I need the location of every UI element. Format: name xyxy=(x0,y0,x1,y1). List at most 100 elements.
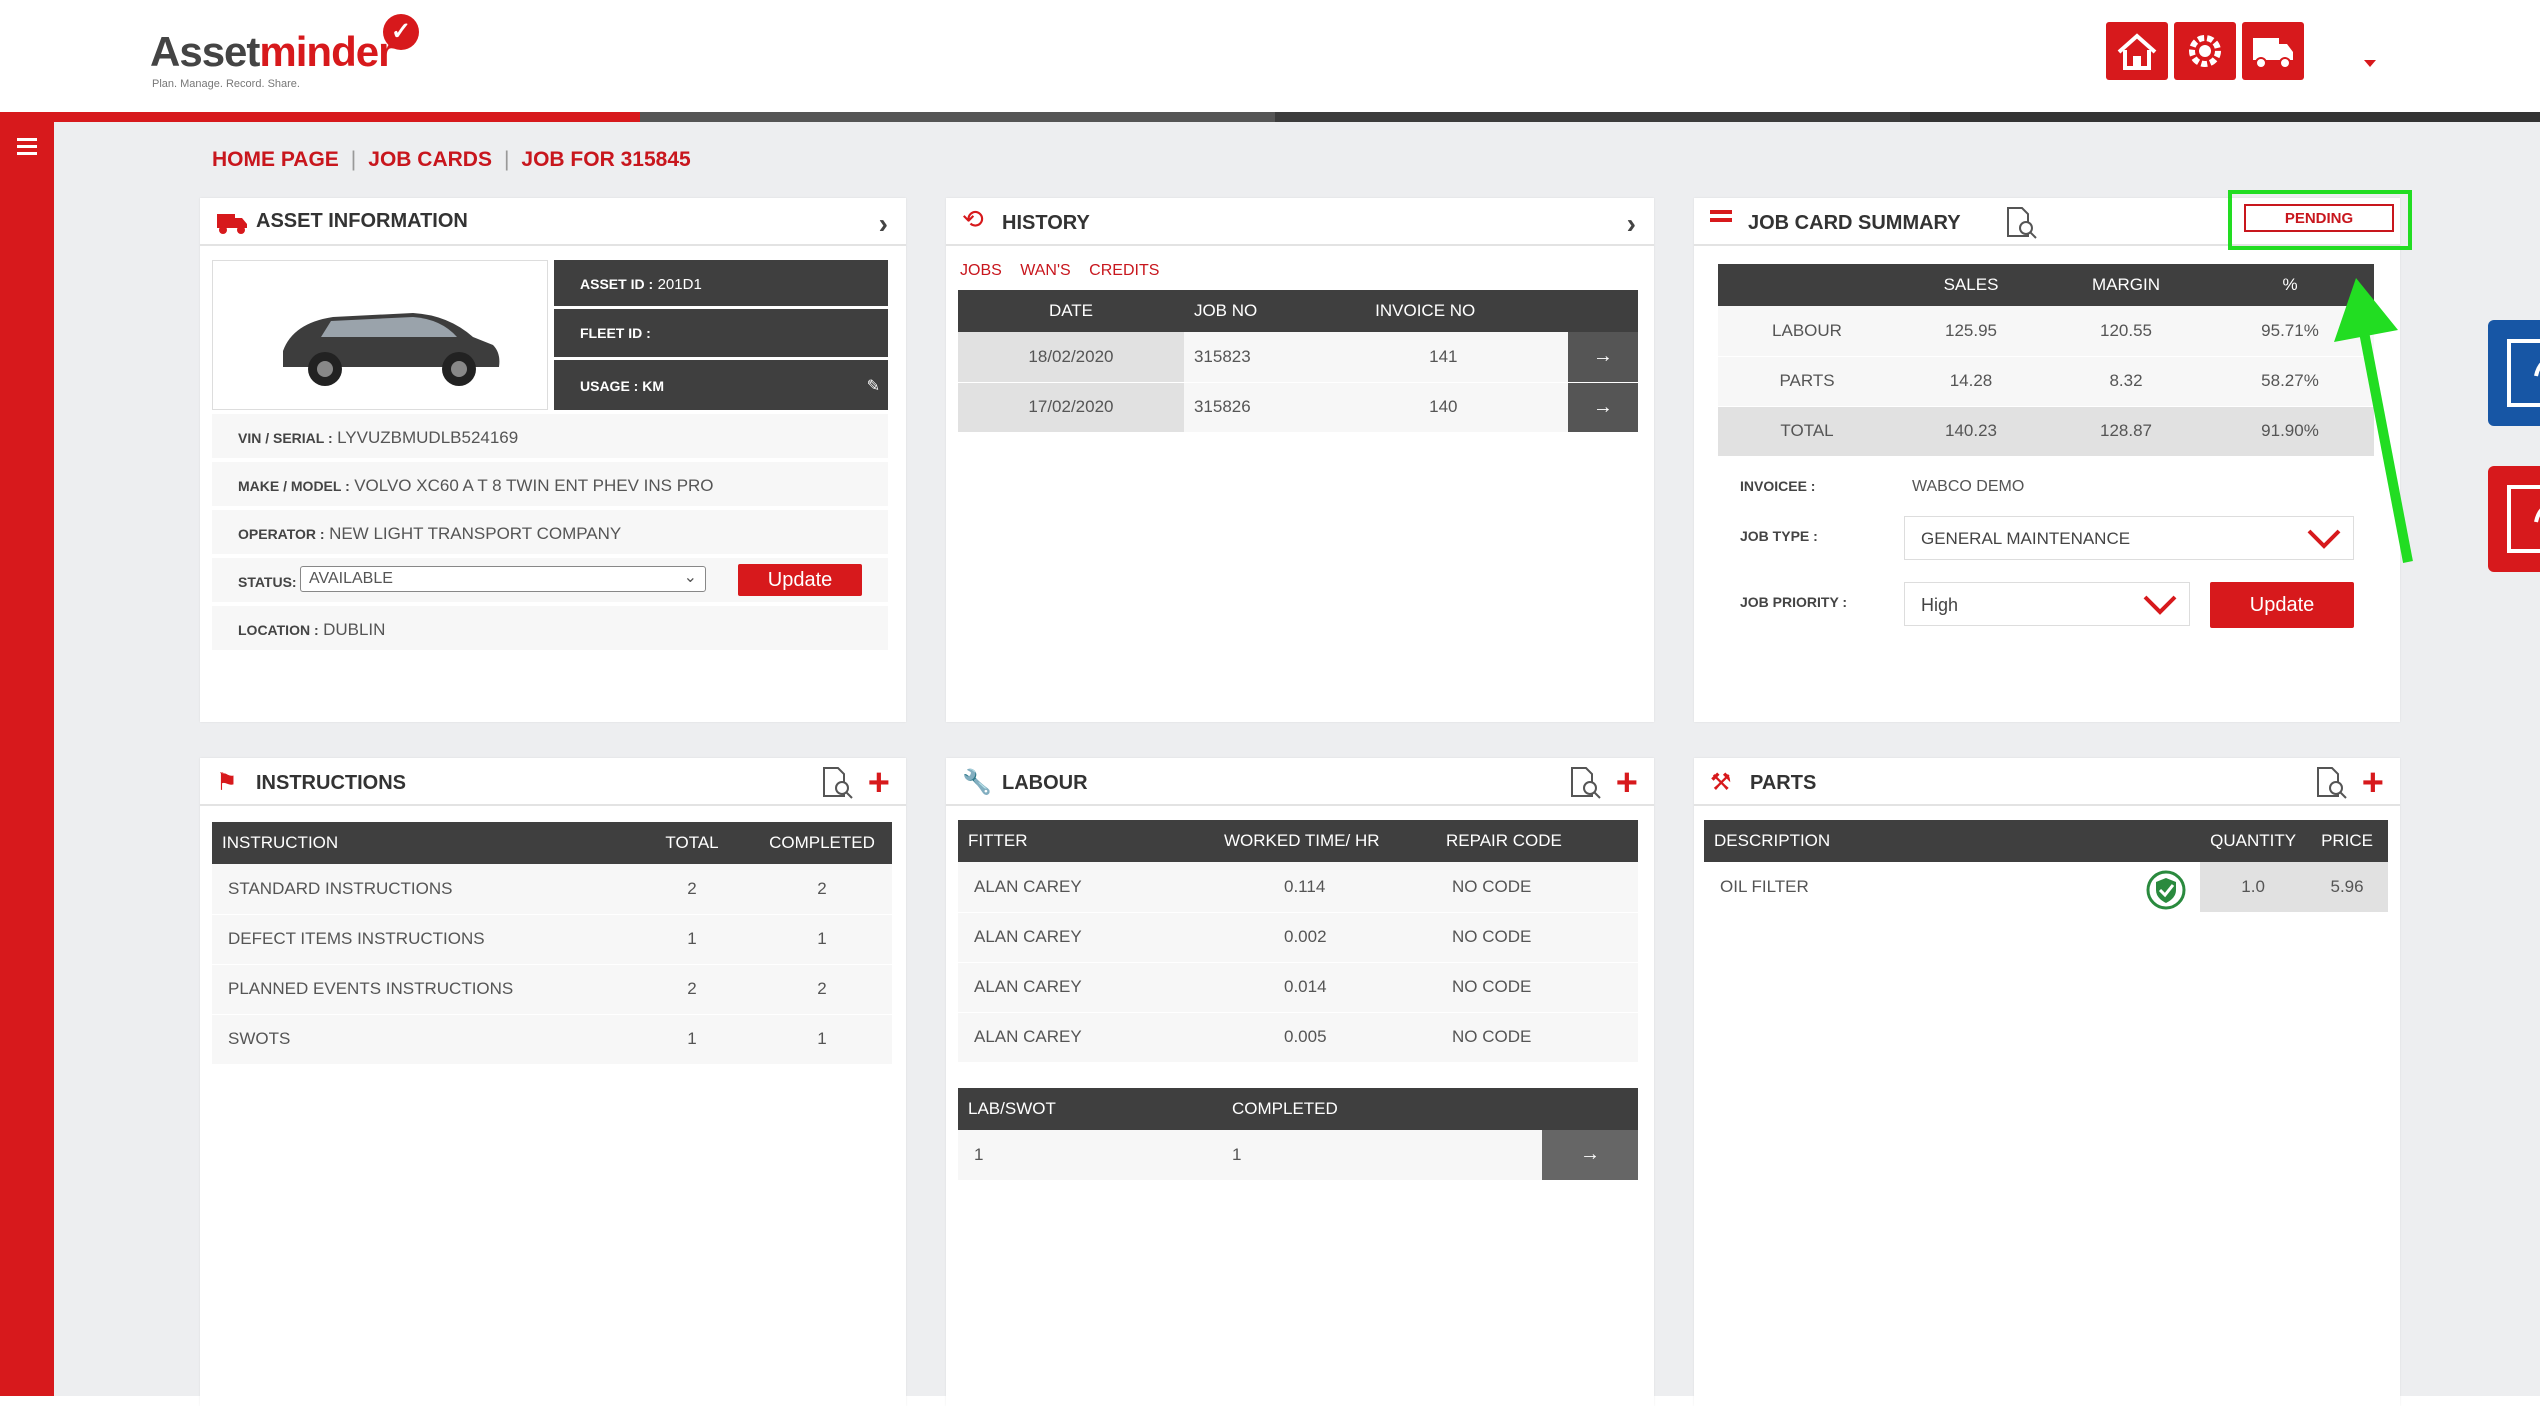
asset-information-panel: ASSET INFORMATION › ASSET ID : 201D1 FLE… xyxy=(200,198,906,722)
panel-title: ASSET INFORMATION xyxy=(256,210,468,232)
instructions-table: INSTRUCTION TOTAL COMPLETED STANDARD INS… xyxy=(212,822,892,1065)
history-row[interactable]: 17/02/2020 315826 140 → xyxy=(958,382,1638,433)
summary-row-parts: PARTS 14.28 8.32 58.27% xyxy=(1718,356,2374,407)
home-icon xyxy=(2117,33,2157,70)
assetminder-logo[interactable]: Assetminder ✓ Plan. Manage. Record. Shar… xyxy=(150,14,419,90)
chevron-down-icon: ⌄ xyxy=(683,569,697,586)
arrow-right-icon[interactable]: → xyxy=(1567,332,1638,383)
asset-panel-header: ASSET INFORMATION › xyxy=(200,198,906,246)
labour-row[interactable]: ALAN CAREY 0.114 NO CODE xyxy=(958,862,1638,913)
summary-row-total: TOTAL 140.23 128.87 91.90% xyxy=(1718,406,2374,457)
location-value: DUBLIN xyxy=(323,620,386,639)
edit-icon[interactable]: ✎ xyxy=(866,378,880,395)
tab-wans[interactable]: WAN'S xyxy=(1020,262,1071,279)
instructions-panel: ⚑ INSTRUCTIONS + INSTRUCTION TOTAL COMPL… xyxy=(200,758,906,1406)
labour-row[interactable]: ALAN CAREY 0.002 NO CODE xyxy=(958,912,1638,963)
summary-update-button[interactable]: Update xyxy=(2210,582,2354,628)
panel-title: JOB CARD SUMMARY xyxy=(1748,212,1961,234)
invoicee-label: INVOICEE : xyxy=(1740,478,1816,494)
breadcrumb-job-cards[interactable]: JOB CARDS xyxy=(368,148,492,171)
user-menu-caret-icon[interactable] xyxy=(2364,60,2376,67)
add-icon[interactable]: + xyxy=(867,762,890,804)
history-row[interactable]: 18/02/2020 315823 141 → xyxy=(958,332,1638,383)
document-search-icon[interactable] xyxy=(2314,766,2348,800)
logo-text-asset: Asset xyxy=(150,28,260,75)
status-label: STATUS: xyxy=(238,574,297,590)
panel-title: LABOUR xyxy=(1002,772,1088,794)
summary-table: SALES MARGIN % LABOUR 125.95 120.55 95.7… xyxy=(1718,264,2374,457)
labour-header-row: FITTER WORKED TIME/ HR REPAIR CODE xyxy=(958,820,1638,862)
vehicle-photo xyxy=(212,260,548,410)
summary-row-labour: LABOUR 125.95 120.55 95.71% xyxy=(1718,306,2374,357)
chevron-down-icon xyxy=(2143,595,2177,615)
side-export-red-button[interactable] xyxy=(2488,466,2540,572)
settings-button[interactable] xyxy=(2174,22,2236,80)
operator-row: OPERATOR : NEW LIGHT TRANSPORT COMPANY xyxy=(212,510,888,554)
make-model-value: VOLVO XC60 A T 8 TWIN ENT PHEV INS PRO xyxy=(354,476,714,495)
breadcrumb-current-job[interactable]: JOB FOR 315845 xyxy=(521,148,691,171)
pending-highlight-box xyxy=(2228,190,2412,250)
add-icon[interactable]: + xyxy=(1615,762,1638,804)
breadcrumb: HOME PAGE | JOB CARDS | JOB FOR 315845 xyxy=(212,148,691,171)
logo-text-minder: minder xyxy=(259,28,394,75)
home-button[interactable] xyxy=(2106,22,2168,80)
job-type-select[interactable]: GENERAL MAINTENANCE xyxy=(1904,516,2354,560)
instruction-row[interactable]: SWOTS 1 1 xyxy=(212,1014,892,1065)
labour-row[interactable]: ALAN CAREY 0.014 NO CODE xyxy=(958,962,1638,1013)
tab-credits[interactable]: CREDITS xyxy=(1089,262,1160,279)
instruction-row[interactable]: STANDARD INSTRUCTIONS 2 2 xyxy=(212,864,892,915)
job-card-summary-panel: JOB CARD SUMMARY PENDING SALES MARGIN % … xyxy=(1694,190,2412,722)
parts-panel: ⚒ PARTS + DESCRIPTION QUANTITY PRICE OIL… xyxy=(1694,758,2400,1406)
tools-icon: ⚒ xyxy=(1710,769,1732,796)
labour-panel: 🔧 LABOUR + FITTER WORKED TIME/ HR REPAIR… xyxy=(946,758,1654,1406)
fleet-id-row: FLEET ID : xyxy=(554,309,888,357)
hamburger-menu-icon[interactable] xyxy=(17,138,37,159)
status-row: STATUS: AVAILABLE ⌄ Update xyxy=(212,558,888,602)
status-update-button[interactable]: Update xyxy=(738,564,862,596)
lab-swot-table: LAB/SWOT COMPLETED 1 1 → xyxy=(958,1088,1638,1181)
arrow-right-icon[interactable]: → xyxy=(1567,382,1638,433)
export-document-icon xyxy=(2507,339,2540,407)
shield-check-icon xyxy=(2146,870,2186,910)
job-priority-select[interactable]: High xyxy=(1904,582,2190,626)
sidebar xyxy=(0,122,54,1396)
lab-swot-row[interactable]: 1 1 → xyxy=(958,1130,1638,1181)
progress-strip xyxy=(0,112,2540,122)
vin-row: VIN / SERIAL : LYVUZBMUDLB524169 xyxy=(212,414,888,458)
labour-panel-header: 🔧 LABOUR + xyxy=(946,758,1654,806)
instruction-row[interactable]: DEFECT ITEMS INSTRUCTIONS 1 1 xyxy=(212,914,892,965)
invoicee-value: WABCO DEMO xyxy=(1912,478,2025,495)
document-search-icon[interactable] xyxy=(820,766,854,800)
instructions-panel-header: ⚑ INSTRUCTIONS + xyxy=(200,758,906,806)
lab-swot-header-row: LAB/SWOT COMPLETED xyxy=(958,1088,1638,1130)
panel-title: INSTRUCTIONS xyxy=(256,772,406,794)
job-priority-label: JOB PRIORITY : xyxy=(1740,594,1848,610)
asset-id-row: ASSET ID : 201D1 xyxy=(554,260,888,306)
status-select[interactable]: AVAILABLE ⌄ xyxy=(300,566,706,592)
parts-panel-header: ⚒ PARTS + xyxy=(1694,758,2400,806)
chevron-right-icon[interactable]: › xyxy=(878,208,888,239)
labour-row[interactable]: ALAN CAREY 0.005 NO CODE xyxy=(958,1012,1638,1063)
history-tabs: JOBS WAN'S CREDITS xyxy=(960,262,1159,280)
asset-id-value: 201D1 xyxy=(657,276,702,293)
logo-tagline: Plan. Manage. Record. Share. xyxy=(152,78,300,90)
document-search-icon[interactable] xyxy=(2004,206,2038,240)
arrow-right-icon[interactable]: → xyxy=(1542,1130,1638,1181)
tab-jobs[interactable]: JOBS xyxy=(960,262,1002,279)
panel-title: HISTORY xyxy=(1002,212,1090,234)
history-panel: ⟲ HISTORY › JOBS WAN'S CREDITS DATE JOB … xyxy=(946,198,1654,722)
chevron-right-icon[interactable]: › xyxy=(1626,208,1636,239)
add-icon[interactable]: + xyxy=(2361,762,2384,804)
job-type-label: JOB TYPE : xyxy=(1740,528,1818,544)
history-header-row: DATE JOB NO INVOICE NO xyxy=(958,290,1638,332)
history-clock-icon: ⟲ xyxy=(962,204,984,234)
instruction-row[interactable]: PLANNED EVENTS INSTRUCTIONS 2 2 xyxy=(212,964,892,1015)
pending-status-badge[interactable]: PENDING xyxy=(2244,204,2394,232)
instructions-flag-icon: ⚑ xyxy=(216,769,238,796)
vehicles-button[interactable] xyxy=(2242,22,2304,80)
parts-row[interactable]: OIL FILTER 1.0 5.96 xyxy=(1704,862,2388,913)
annotation-arrow-icon xyxy=(2334,278,2413,563)
breadcrumb-home[interactable]: HOME PAGE xyxy=(212,148,339,171)
side-export-blue-button[interactable] xyxy=(2488,320,2540,426)
document-search-icon[interactable] xyxy=(1568,766,1602,800)
